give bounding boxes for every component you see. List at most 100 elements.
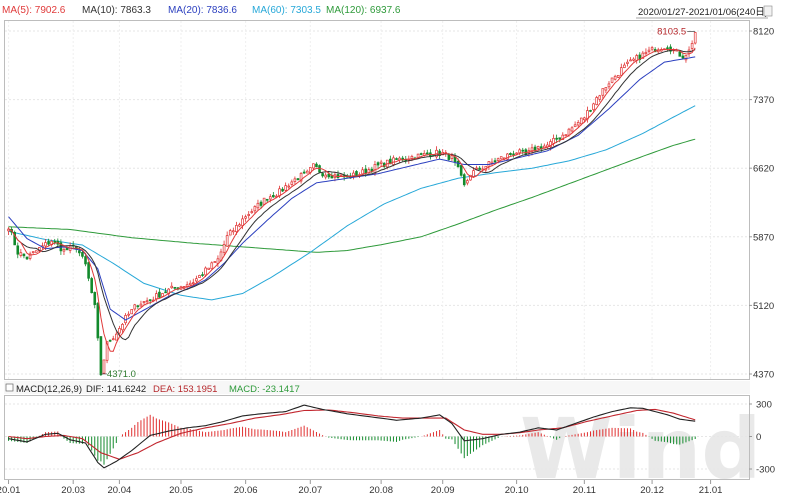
candle-body: [148, 299, 152, 302]
ma5-legend: MA(5): 7902.6: [2, 5, 66, 16]
candle-body: [161, 293, 164, 297]
price-tick-label: 7370: [753, 95, 774, 106]
candle-body: [604, 87, 608, 91]
candle-body: [93, 292, 97, 305]
candle-body: [302, 171, 306, 174]
candle-body: [47, 241, 50, 245]
macd-name: MACD(12,26,9): [16, 384, 82, 395]
candle-body: [164, 291, 167, 294]
candle-body: [244, 216, 247, 219]
candle-body: [607, 83, 611, 88]
candle-body: [629, 59, 632, 62]
price-tick-label: 5120: [753, 301, 774, 312]
candle-body: [496, 158, 500, 161]
candle-body: [583, 117, 586, 121]
candle-body: [339, 174, 343, 177]
macd-tick-label: -300: [756, 465, 775, 476]
candle-body: [623, 64, 626, 68]
ma60-series: [8, 105, 696, 301]
candle-body: [170, 285, 174, 289]
candle-body: [201, 274, 204, 276]
candle-body: [641, 52, 645, 59]
candle-body: [142, 301, 146, 303]
candle-body: [647, 49, 651, 52]
scroll-button[interactable]: [763, 5, 773, 17]
ma120-series: [8, 138, 696, 253]
candle-body: [395, 158, 398, 160]
candle-body: [121, 324, 124, 331]
candle-body: [502, 157, 506, 160]
macd-tick-label: 300: [756, 400, 772, 411]
candle-body: [127, 313, 130, 316]
candle-body: [466, 180, 469, 184]
candle-body: [235, 225, 238, 233]
candle-body: [118, 328, 121, 334]
candle-body: [241, 218, 244, 226]
candle-body: [238, 224, 241, 227]
candle-body: [404, 159, 408, 161]
macd-lines: [8, 404, 696, 469]
candle-body: [290, 181, 294, 185]
macd-axis: 300 0 -300: [749, 400, 775, 476]
candle-body: [392, 157, 395, 165]
candle-body: [287, 185, 291, 188]
candle-body: [191, 282, 195, 285]
x-tick-label: 20.03: [61, 485, 85, 496]
candle-body: [272, 195, 275, 198]
candle-body: [459, 165, 463, 176]
candle-body: [564, 134, 568, 137]
macd-dea: DEA: 153.1951: [153, 384, 217, 395]
price-tick-label: 5870: [753, 232, 774, 243]
candle-body: [666, 47, 669, 50]
candle-body: [499, 156, 503, 160]
candle-body: [493, 160, 497, 163]
candle-body: [268, 196, 272, 200]
ma60-line: [8, 105, 696, 301]
candle-body: [426, 152, 429, 155]
candle-body: [99, 336, 103, 376]
candle-body: [515, 152, 518, 155]
candle-body: [173, 286, 177, 289]
ma10-legend: MA(10): 7863.3: [82, 5, 151, 16]
candle-body: [462, 174, 466, 186]
candle-body: [530, 147, 534, 152]
x-tick-label: 20.05: [169, 485, 193, 496]
candle-body: [632, 58, 635, 61]
candle-body: [324, 174, 327, 178]
x-tick-label: 20.11: [573, 485, 596, 496]
candle-body: [253, 206, 257, 212]
candle-body: [265, 198, 269, 201]
x-tick-label: 20.12: [640, 485, 664, 496]
price-panel-frame: [4, 20, 750, 380]
candle-body: [533, 146, 537, 151]
candle-body: [521, 149, 525, 152]
macd-value: MACD: -23.1417: [229, 384, 300, 395]
candle-body: [438, 150, 441, 156]
candle-body: [139, 303, 143, 307]
candle-body: [419, 153, 423, 155]
candle-body: [262, 197, 266, 205]
candle-body: [25, 256, 29, 260]
candle-body: [87, 262, 90, 279]
candle-body: [595, 97, 598, 105]
candle-body: [62, 248, 66, 252]
candle-body: [136, 305, 140, 308]
candle-body: [111, 338, 115, 341]
candle-body: [19, 252, 23, 256]
candle-body: [552, 138, 555, 144]
candle-body: [102, 359, 106, 374]
candle-body: [259, 201, 263, 206]
candle-body: [296, 178, 300, 181]
macd-toggle-box[interactable]: [5, 383, 14, 392]
candle-body: [536, 146, 540, 149]
candle-body: [228, 230, 232, 236]
candle-body: [478, 167, 481, 170]
candle-body: [506, 153, 509, 160]
ma20-series: [8, 56, 696, 321]
candle-body: [78, 250, 81, 254]
candle-body: [456, 160, 460, 168]
candle-body: [644, 51, 648, 55]
candle-body: [561, 134, 565, 140]
candle-body: [475, 167, 478, 170]
